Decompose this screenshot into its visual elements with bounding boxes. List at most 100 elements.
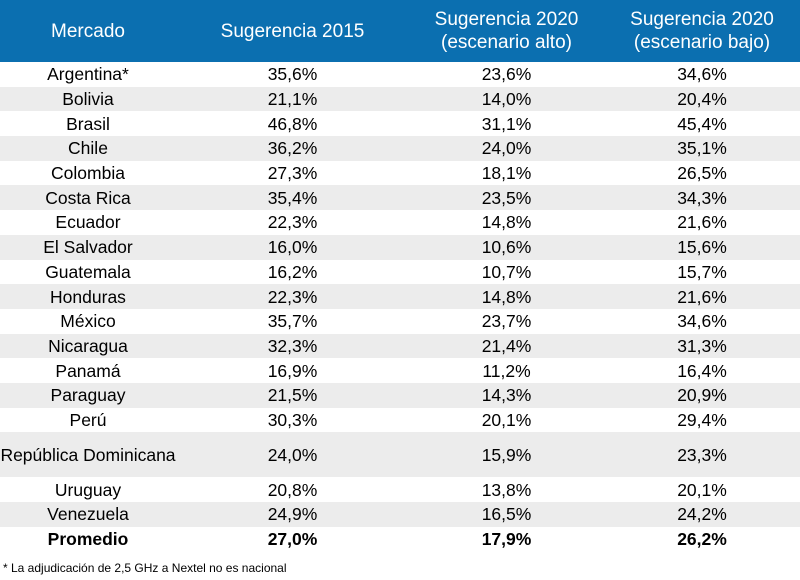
- cell-sugerencia-2020-alto: 16,5%: [481, 504, 532, 525]
- cell-sugerencia-2015: 16,2%: [267, 261, 318, 282]
- cell-sugerencia-2015: 24,9%: [267, 504, 318, 525]
- cell-sugerencia-2020-alto: 14,8%: [481, 212, 532, 233]
- cell-sugerencia-2020-alto: 24,0%: [481, 138, 532, 159]
- cell-mercado: Argentina*: [47, 64, 129, 85]
- table-row: Nicaragua 32,3% 21,4% 31,3%: [0, 333, 800, 359]
- cell-mercado: Uruguay: [54, 479, 122, 500]
- cell-sugerencia-2020-bajo: 16,4%: [677, 360, 727, 381]
- table-row: Colombia 27,3% 18,1% 26,5%: [0, 160, 800, 186]
- cell-sugerencia-2020-alto: 21,4%: [481, 335, 532, 356]
- data-table: Mercado Sugerencia 2015 Sugerencia 2020(…: [0, 0, 800, 552]
- table-row: Argentina* 35,6% 23,6% 34,6%: [0, 62, 800, 87]
- cell-mercado: Ecuador: [55, 212, 121, 233]
- cell-sugerencia-2020-alto: 14,8%: [481, 286, 532, 307]
- cell-sugerencia-2020-alto: 23,5%: [481, 187, 532, 208]
- cell-sugerencia-2015: 35,7%: [267, 311, 318, 332]
- cell-sugerencia-2020-bajo: 24,2%: [677, 504, 727, 525]
- average-row: Promedio 27,0% 17,9% 26,2%: [0, 526, 800, 552]
- cell-mercado: Promedio: [47, 529, 129, 550]
- table-row: Perú 30,3% 20,1% 29,4%: [0, 407, 800, 433]
- cell-sugerencia-2015: 21,1%: [267, 89, 318, 110]
- cell-sugerencia-2020-bajo: 23,3%: [677, 444, 727, 465]
- cell-sugerencia-2020-alto: 15,9%: [481, 444, 532, 465]
- cell-sugerencia-2015: 32,3%: [267, 335, 318, 356]
- cell-sugerencia-2020-bajo: 29,4%: [677, 409, 727, 430]
- cell-mercado: Perú: [69, 409, 107, 430]
- cell-sugerencia-2020-alto: 18,1%: [481, 163, 532, 184]
- cell-sugerencia-2015: 16,9%: [267, 360, 318, 381]
- cell-sugerencia-2015: 36,2%: [267, 138, 318, 159]
- table-row: Brasil 46,8% 31,1% 45,4%: [0, 111, 800, 137]
- cell-sugerencia-2020-alto: 11,2%: [482, 360, 531, 381]
- cell-sugerencia-2020-bajo: 21,6%: [677, 212, 727, 233]
- header-sugerencia-2020-alto: Sugerencia 2020 (escenario alto): [434, 9, 579, 53]
- cell-mercado: Brasil: [66, 113, 110, 134]
- cell-sugerencia-2015: 35,6%: [267, 64, 318, 85]
- cell-mercado: Costa Rica: [45, 187, 131, 208]
- cell-sugerencia-2020-alto: 14,0%: [481, 89, 532, 110]
- cell-sugerencia-2015: 27,0%: [267, 529, 318, 550]
- table-row: Honduras 22,3% 14,8% 21,6%: [0, 284, 800, 309]
- cell-mercado: Guatemala: [45, 261, 131, 282]
- table-row: Venezuela 24,9% 16,5% 24,2%: [0, 502, 800, 527]
- cell-sugerencia-2020-bajo: 20,4%: [677, 89, 727, 110]
- table-row: Uruguay 20,8% 13,8% 20,1%: [0, 477, 800, 502]
- table-row: Chile 36,2% 24,0% 35,1%: [0, 136, 800, 161]
- cell-sugerencia-2020-bajo: 34,3%: [677, 187, 727, 208]
- cell-sugerencia-2015: 27,3%: [267, 163, 318, 184]
- cell-mercado: República Dominicana: [0, 444, 176, 465]
- cell-mercado: Colombia: [51, 163, 125, 184]
- table-row: El Salvador 16,0% 10,6% 15,6%: [0, 234, 800, 260]
- table-row: Bolivia 21,1% 14,0% 20,4%: [0, 86, 800, 112]
- cell-sugerencia-2015: 16,0%: [267, 237, 318, 258]
- header-row: Mercado Sugerencia 2015 Sugerencia 2020(…: [0, 0, 800, 62]
- cell-mercado: Nicaragua: [48, 335, 128, 356]
- cell-sugerencia-2020-bajo: 21,6%: [677, 286, 727, 307]
- header-sugerencia-2020-bajo: Sugerencia 2020 (escenario bajo): [630, 9, 774, 53]
- table-row: Ecuador 22,3% 14,8% 21,6%: [0, 210, 800, 235]
- cell-mercado: Paraguay: [50, 385, 126, 406]
- cell-sugerencia-2020-bajo: 26,5%: [677, 163, 727, 184]
- cell-sugerencia-2020-alto: 23,7%: [481, 311, 532, 332]
- cell-mercado: México: [60, 311, 116, 332]
- table-row: Costa Rica 35,4% 23,5% 34,3%: [0, 185, 800, 211]
- cell-sugerencia-2015: 24,0%: [267, 444, 318, 465]
- cell-mercado: Bolivia: [62, 89, 114, 110]
- cell-sugerencia-2020-bajo: 45,4%: [677, 113, 727, 134]
- cell-sugerencia-2020-alto: 10,6%: [481, 237, 532, 258]
- cell-mercado: Venezuela: [47, 504, 129, 525]
- footnote: * La adjudicación de 2,5 GHz a Nextel no…: [3, 561, 287, 575]
- header-sugerencia-2015: Sugerencia 2015: [220, 20, 365, 42]
- cell-sugerencia-2020-alto: 13,8%: [481, 479, 532, 500]
- cell-sugerencia-2020-bajo: 20,1%: [677, 479, 727, 500]
- cell-sugerencia-2020-bajo: 20,9%: [677, 385, 727, 406]
- cell-sugerencia-2015: 35,4%: [267, 187, 318, 208]
- cell-sugerencia-2020-alto: 14,3%: [481, 385, 532, 406]
- cell-sugerencia-2020-alto: 20,1%: [481, 409, 532, 430]
- cell-sugerencia-2020-bajo: 15,7%: [677, 261, 727, 282]
- table-row: República Dominicana 24,0% 15,9% 23,3%: [0, 432, 800, 478]
- table-row: Paraguay 21,5% 14,3% 20,9%: [0, 382, 800, 408]
- cell-mercado: El Salvador: [43, 237, 133, 258]
- cell-sugerencia-2015: 30,3%: [267, 409, 318, 430]
- cell-sugerencia-2020-bajo: 26,2%: [677, 529, 727, 550]
- cell-mercado: Panamá: [55, 360, 121, 381]
- table-row: Guatemala 16,2% 10,7% 15,7%: [0, 259, 800, 285]
- cell-sugerencia-2020-bajo: 35,1%: [677, 138, 727, 159]
- cell-sugerencia-2020-alto: 23,6%: [481, 64, 532, 85]
- cell-sugerencia-2020-bajo: 31,3%: [677, 335, 727, 356]
- cell-sugerencia-2015: 20,8%: [267, 479, 318, 500]
- cell-sugerencia-2020-bajo: 34,6%: [677, 311, 727, 332]
- cell-mercado: Chile: [68, 138, 108, 159]
- cell-sugerencia-2020-alto: 17,9%: [481, 529, 532, 550]
- header-mercado: Mercado: [51, 20, 125, 42]
- cell-sugerencia-2020-bajo: 15,6%: [677, 237, 727, 258]
- cell-sugerencia-2015: 46,8%: [267, 113, 318, 134]
- cell-sugerencia-2015: 22,3%: [267, 286, 318, 307]
- cell-sugerencia-2020-alto: 31,1%: [481, 113, 532, 134]
- table-row: México 35,7% 23,7% 34,6%: [0, 308, 800, 334]
- cell-mercado: Honduras: [50, 286, 126, 307]
- table-row: Panamá 16,9% 11,2% 16,4%: [0, 358, 800, 383]
- table-body: Argentina* 35,6% 23,6% 34,6% Bolivia 21,1% 14,…: [0, 62, 800, 552]
